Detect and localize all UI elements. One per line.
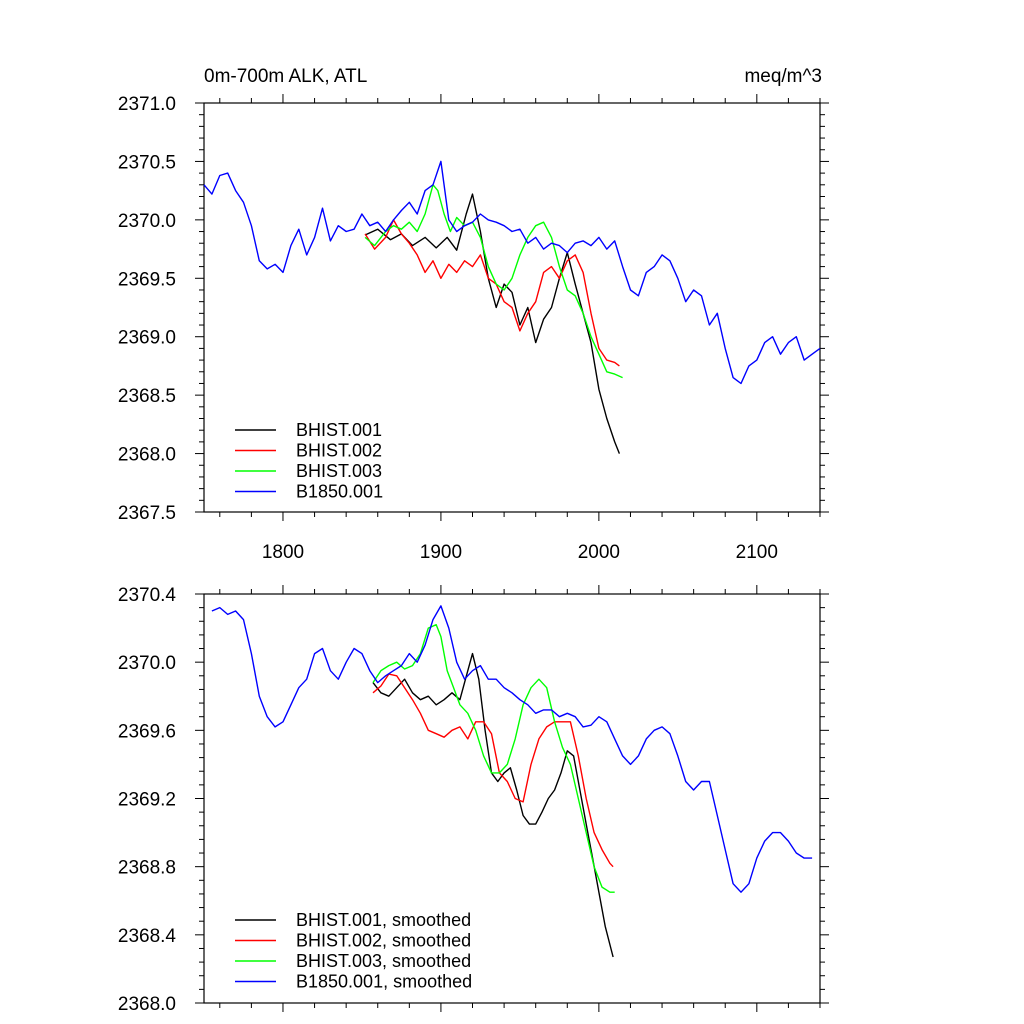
legend-label: B1850.001, smoothed: [296, 972, 472, 992]
x-tick-label: 2100: [736, 542, 778, 563]
series-lines: [203, 160, 821, 454]
legend-label: B1850.001: [296, 482, 383, 502]
series-line-bhist-003: [372, 624, 615, 893]
x-ticks: [219, 585, 821, 1012]
series-line-bhist-002: [372, 673, 614, 868]
series-line-bhist-003: [364, 184, 623, 379]
series-line-b1850-001: [203, 160, 821, 385]
panel-title-left: 0m-700m ALK, ATL: [204, 66, 367, 87]
x-tick-label: 2000: [578, 542, 620, 563]
y-tick-label: 2367.5: [118, 503, 176, 524]
legend-label: BHIST.002: [296, 441, 382, 461]
y-tick-label: 2370.4: [118, 585, 177, 606]
y-tick-label: 2368.8: [118, 858, 176, 879]
y-tick-label: 2370.0: [118, 211, 176, 232]
y-tick-label: 2368.5: [118, 386, 176, 407]
bottom-panel: 2368.0 2368.4 2368.8 2369.2 2369.6 2370.0 2370…: [118, 585, 829, 1015]
series-line-bhist-001: [364, 193, 621, 454]
x-ticks: 1800 1900 2000 2100: [219, 94, 821, 563]
legend-label: BHIST.001, smoothed: [296, 910, 471, 930]
y-tick-label: 2368.0: [118, 445, 176, 466]
y-tick-label: 2369.6: [118, 721, 176, 742]
legend-label: BHIST.002, smoothed: [296, 931, 471, 951]
x-tick-label: 1900: [420, 542, 462, 563]
top-panel: 0m-700m ALK, ATL meq/m^3 1800 1900 2000 210…: [118, 66, 829, 563]
y-tick-label: 2369.0: [118, 328, 176, 349]
legend-label: BHIST.001: [296, 420, 382, 440]
y-tick-label: 2369.5: [118, 269, 176, 290]
legend-label: BHIST.003, smoothed: [296, 951, 471, 971]
y-tick-label: 2368.4: [118, 926, 177, 947]
y-tick-label: 2370.0: [118, 653, 176, 674]
y-ticks: 2367.5 2368.0 2368.5 2369.0 2369.5 2370.0 2370…: [118, 94, 829, 524]
series-line-bhist-001: [372, 652, 614, 958]
y-tick-label: 2368.0: [118, 994, 176, 1015]
y-tick-label: 2369.2: [118, 790, 176, 811]
y-tick-label: 2371.0: [118, 94, 176, 115]
legend-label: BHIST.003: [296, 461, 382, 481]
y-ticks: 2368.0 2368.4 2368.8 2369.2 2369.6 2370.0 2370…: [118, 585, 829, 1015]
y-tick-label: 2370.5: [118, 152, 176, 173]
plot-frame: [203, 102, 821, 513]
series-line-b1850-001: [211, 605, 813, 893]
panel-title-units: meq/m^3: [744, 66, 822, 87]
series-lines: [211, 605, 813, 958]
x-tick-label: 1800: [262, 542, 304, 563]
